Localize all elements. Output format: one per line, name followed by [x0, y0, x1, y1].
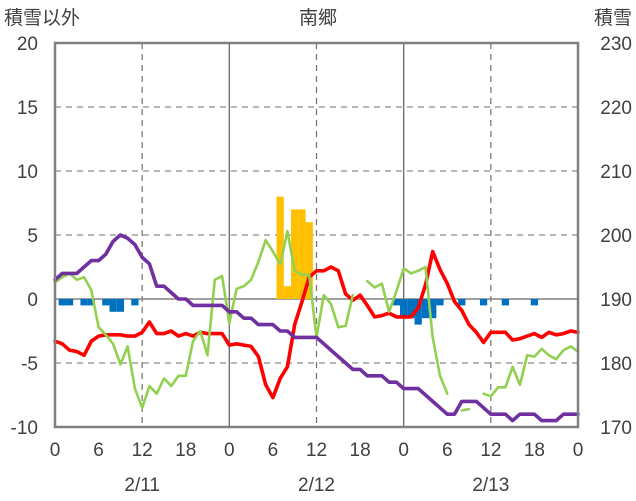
blue-bar: [102, 299, 110, 306]
right-axis-title: 積雪: [594, 7, 632, 29]
blue-bar: [87, 299, 95, 306]
x-tick-label: 6: [93, 440, 104, 461]
blue-bar: [109, 299, 117, 312]
grid: [55, 43, 578, 427]
blue-bar: [436, 299, 444, 306]
x-tick-label: 12: [480, 440, 501, 461]
x-tick-label: 6: [268, 440, 279, 461]
x-tick-label: 0: [573, 440, 584, 461]
x-tick-label: 18: [350, 440, 371, 461]
x-tick-label: 0: [50, 440, 61, 461]
blue-bar: [414, 299, 422, 325]
x-tick-label: 12: [132, 440, 153, 461]
x-tick-label: 0: [224, 440, 235, 461]
blue-bar: [400, 299, 408, 319]
x-tick-label: 18: [175, 440, 196, 461]
left-tick-label: -5: [21, 354, 38, 375]
chart-title: 南郷: [299, 7, 337, 29]
bar-series: [58, 196, 539, 325]
x-tick-label: 6: [442, 440, 453, 461]
line-series: [53, 229, 580, 423]
orange-bar: [283, 286, 292, 299]
blue-bar: [530, 299, 539, 306]
purple-series-line: [53, 233, 580, 423]
left-tick-label: 10: [17, 162, 38, 183]
x-tick-label: 18: [524, 440, 545, 461]
x-axis-dates: 2/11 2/12 2/13: [124, 475, 509, 496]
right-tick-label: 230: [600, 34, 632, 55]
left-tick-label: 0: [27, 290, 38, 311]
x-tick-label: 0: [398, 440, 409, 461]
right-tick-label: 200: [600, 226, 632, 247]
plot-frame: [53, 41, 580, 429]
left-axis-ticks: 20 15 10 5 0 -5 -10: [11, 34, 38, 439]
right-tick-label: 190: [600, 290, 632, 311]
left-tick-label: 5: [27, 226, 38, 247]
left-tick-label: -10: [11, 418, 38, 439]
blue-bar: [116, 299, 125, 312]
x-date-label: 2/13: [472, 475, 509, 496]
blue-bar: [65, 299, 74, 306]
red-series-line: [53, 249, 580, 400]
blue-bar: [458, 299, 466, 306]
blue-bar: [421, 299, 430, 319]
left-axis-title: 積雪以外: [4, 7, 80, 29]
blue-bar: [392, 299, 401, 306]
blue-bar: [407, 299, 415, 319]
orange-bar: [298, 209, 306, 299]
x-axis-ticks: 0 6 12 18 0 6 12 18 0 6 12 18 0: [50, 440, 584, 461]
blue-bar: [131, 299, 139, 306]
orange-bar: [305, 222, 313, 299]
blue-bar: [80, 299, 88, 306]
x-tick-label: 12: [306, 440, 327, 461]
x-date-label: 2/12: [298, 475, 335, 496]
right-tick-label: 210: [600, 162, 632, 183]
blue-bar: [501, 299, 509, 306]
green-series-line: [53, 229, 580, 412]
right-axis-ticks: 230 220 210 200 190 180 170: [600, 34, 632, 439]
left-tick-label: 20: [17, 34, 38, 55]
blue-bar: [429, 299, 437, 319]
left-tick-label: 15: [17, 98, 38, 119]
right-tick-label: 180: [600, 354, 632, 375]
blue-bar: [479, 299, 488, 306]
blue-bar: [58, 299, 66, 306]
x-date-label: 2/11: [124, 475, 160, 496]
orange-bar: [276, 196, 284, 299]
right-tick-label: 220: [600, 98, 632, 119]
orange-bar: [291, 209, 299, 299]
right-tick-label: 170: [600, 418, 632, 439]
